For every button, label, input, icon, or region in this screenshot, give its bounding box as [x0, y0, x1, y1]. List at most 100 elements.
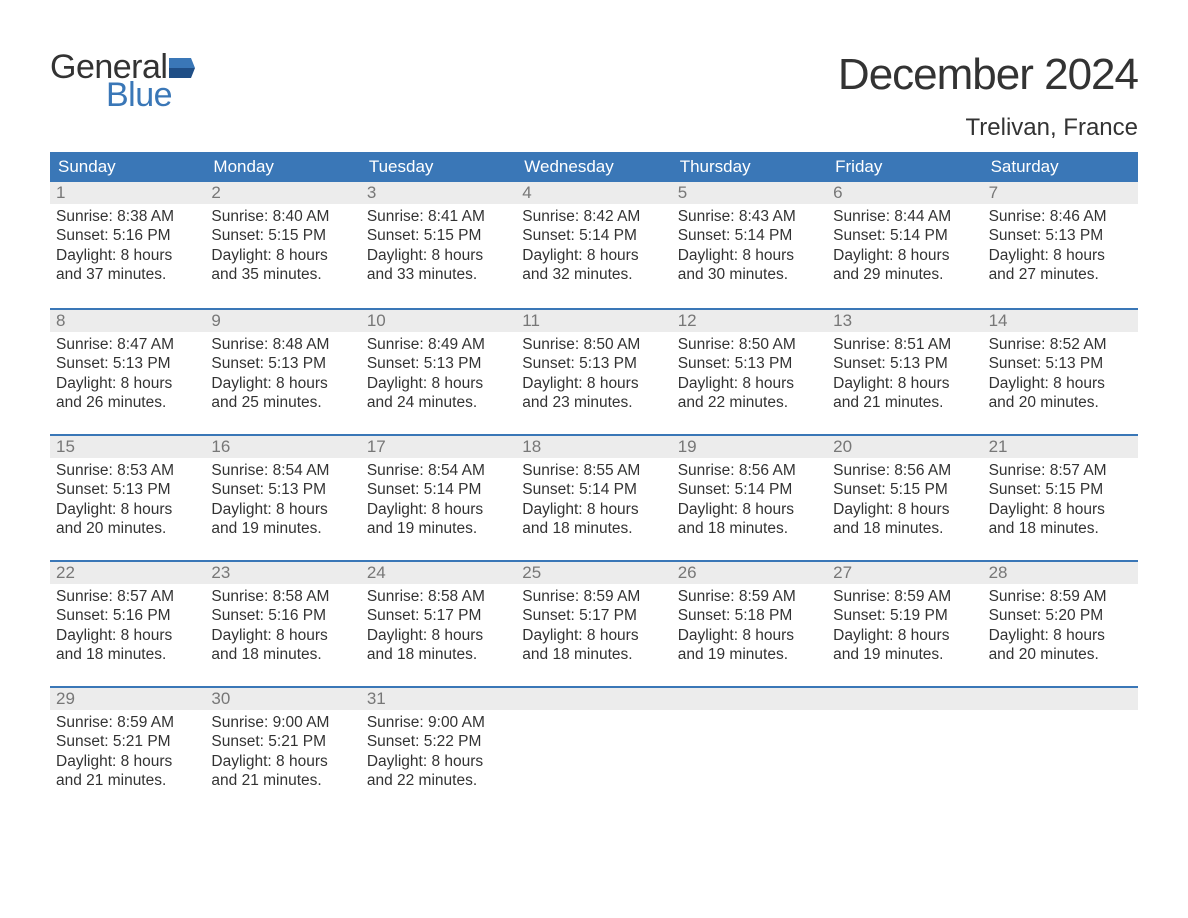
sunset-line: Sunset: 5:14 PM: [833, 226, 976, 245]
daylight-line-2: and 26 minutes.: [56, 393, 199, 412]
sunset-line: Sunset: 5:13 PM: [989, 226, 1132, 245]
day-cell: 4Sunrise: 8:42 AMSunset: 5:14 PMDaylight…: [516, 182, 671, 308]
sunrise-line: Sunrise: 8:59 AM: [989, 587, 1132, 606]
sunrise-line: Sunrise: 8:58 AM: [211, 587, 354, 606]
daylight-line-1: Daylight: 8 hours: [678, 374, 821, 393]
sunset-line: Sunset: 5:17 PM: [522, 606, 665, 625]
sunrise-line: Sunrise: 8:46 AM: [989, 207, 1132, 226]
day-number: 29: [50, 688, 205, 710]
logo: General Blue: [50, 50, 195, 112]
day-body: Sunrise: 8:57 AMSunset: 5:15 PMDaylight:…: [983, 458, 1138, 545]
day-number: 26: [672, 562, 827, 584]
daylight-line-2: and 21 minutes.: [56, 771, 199, 790]
day-cell: 19Sunrise: 8:56 AMSunset: 5:14 PMDayligh…: [672, 436, 827, 560]
day-cell: 13Sunrise: 8:51 AMSunset: 5:13 PMDayligh…: [827, 310, 982, 434]
day-body: Sunrise: 8:59 AMSunset: 5:18 PMDaylight:…: [672, 584, 827, 671]
sunset-line: Sunset: 5:18 PM: [678, 606, 821, 625]
day-body: Sunrise: 8:53 AMSunset: 5:13 PMDaylight:…: [50, 458, 205, 545]
day-number: 3: [361, 182, 516, 204]
day-cell: 12Sunrise: 8:50 AMSunset: 5:13 PMDayligh…: [672, 310, 827, 434]
daylight-line-1: Daylight: 8 hours: [56, 752, 199, 771]
sunrise-line: Sunrise: 8:57 AM: [989, 461, 1132, 480]
daylight-line-2: and 18 minutes.: [367, 645, 510, 664]
sunrise-line: Sunrise: 8:49 AM: [367, 335, 510, 354]
daylight-line-1: Daylight: 8 hours: [989, 246, 1132, 265]
sunset-line: Sunset: 5:15 PM: [211, 226, 354, 245]
day-body: Sunrise: 8:50 AMSunset: 5:13 PMDaylight:…: [516, 332, 671, 419]
title-block: December 2024 Trelivan, France: [838, 50, 1138, 142]
day-number: 15: [50, 436, 205, 458]
day-number: 23: [205, 562, 360, 584]
day-cell: 17Sunrise: 8:54 AMSunset: 5:14 PMDayligh…: [361, 436, 516, 560]
day-number: 17: [361, 436, 516, 458]
week-row: 8Sunrise: 8:47 AMSunset: 5:13 PMDaylight…: [50, 308, 1138, 434]
day-cell: 5Sunrise: 8:43 AMSunset: 5:14 PMDaylight…: [672, 182, 827, 308]
sunrise-line: Sunrise: 8:57 AM: [56, 587, 199, 606]
daylight-line-2: and 37 minutes.: [56, 265, 199, 284]
daylight-line-1: Daylight: 8 hours: [211, 752, 354, 771]
sunrise-line: Sunrise: 8:58 AM: [367, 587, 510, 606]
day-number: 4: [516, 182, 671, 204]
day-cell: 29Sunrise: 8:59 AMSunset: 5:21 PMDayligh…: [50, 688, 205, 812]
day-number: 8: [50, 310, 205, 332]
daylight-line-2: and 32 minutes.: [522, 265, 665, 284]
day-number: 11: [516, 310, 671, 332]
daylight-line-1: Daylight: 8 hours: [989, 374, 1132, 393]
daylight-line-2: and 33 minutes.: [367, 265, 510, 284]
day-cell: 18Sunrise: 8:55 AMSunset: 5:14 PMDayligh…: [516, 436, 671, 560]
sunrise-line: Sunrise: 8:54 AM: [367, 461, 510, 480]
day-cell: [827, 688, 982, 812]
sunset-line: Sunset: 5:13 PM: [522, 354, 665, 373]
daylight-line-2: and 18 minutes.: [56, 645, 199, 664]
day-body: Sunrise: 8:44 AMSunset: 5:14 PMDaylight:…: [827, 204, 982, 291]
daylight-line-1: Daylight: 8 hours: [678, 500, 821, 519]
daylight-line-2: and 18 minutes.: [678, 519, 821, 538]
daylight-line-2: and 19 minutes.: [833, 645, 976, 664]
day-number: 18: [516, 436, 671, 458]
daylight-line-2: and 20 minutes.: [56, 519, 199, 538]
day-body: Sunrise: 8:43 AMSunset: 5:14 PMDaylight:…: [672, 204, 827, 291]
day-number-empty: [672, 688, 827, 710]
daylight-line-1: Daylight: 8 hours: [522, 374, 665, 393]
daylight-line-1: Daylight: 8 hours: [678, 246, 821, 265]
daylight-line-2: and 19 minutes.: [367, 519, 510, 538]
daylight-line-2: and 19 minutes.: [211, 519, 354, 538]
sunrise-line: Sunrise: 9:00 AM: [367, 713, 510, 732]
day-cell: 24Sunrise: 8:58 AMSunset: 5:17 PMDayligh…: [361, 562, 516, 686]
sunset-line: Sunset: 5:20 PM: [989, 606, 1132, 625]
day-cell: 6Sunrise: 8:44 AMSunset: 5:14 PMDaylight…: [827, 182, 982, 308]
sunrise-line: Sunrise: 8:56 AM: [678, 461, 821, 480]
sunset-line: Sunset: 5:15 PM: [833, 480, 976, 499]
sunset-line: Sunset: 5:17 PM: [367, 606, 510, 625]
daylight-line-2: and 20 minutes.: [989, 645, 1132, 664]
day-body: Sunrise: 8:50 AMSunset: 5:13 PMDaylight:…: [672, 332, 827, 419]
daylight-line-1: Daylight: 8 hours: [56, 626, 199, 645]
sunset-line: Sunset: 5:16 PM: [211, 606, 354, 625]
daylight-line-2: and 35 minutes.: [211, 265, 354, 284]
day-cell: 28Sunrise: 8:59 AMSunset: 5:20 PMDayligh…: [983, 562, 1138, 686]
sunset-line: Sunset: 5:21 PM: [56, 732, 199, 751]
daylight-line-1: Daylight: 8 hours: [678, 626, 821, 645]
weekday-header: Sunday: [50, 152, 205, 182]
daylight-line-1: Daylight: 8 hours: [211, 246, 354, 265]
day-body: Sunrise: 9:00 AMSunset: 5:22 PMDaylight:…: [361, 710, 516, 797]
sunrise-line: Sunrise: 8:40 AM: [211, 207, 354, 226]
daylight-line-1: Daylight: 8 hours: [56, 500, 199, 519]
daylight-line-1: Daylight: 8 hours: [211, 626, 354, 645]
weekday-header: Tuesday: [361, 152, 516, 182]
sunset-line: Sunset: 5:21 PM: [211, 732, 354, 751]
sunset-line: Sunset: 5:13 PM: [678, 354, 821, 373]
day-body: Sunrise: 8:41 AMSunset: 5:15 PMDaylight:…: [361, 204, 516, 291]
daylight-line-1: Daylight: 8 hours: [522, 500, 665, 519]
daylight-line-1: Daylight: 8 hours: [833, 374, 976, 393]
calendar: SundayMondayTuesdayWednesdayThursdayFrid…: [50, 152, 1138, 812]
day-cell: 31Sunrise: 9:00 AMSunset: 5:22 PMDayligh…: [361, 688, 516, 812]
daylight-line-2: and 21 minutes.: [833, 393, 976, 412]
day-number-empty: [983, 688, 1138, 710]
day-cell: 16Sunrise: 8:54 AMSunset: 5:13 PMDayligh…: [205, 436, 360, 560]
sunset-line: Sunset: 5:14 PM: [367, 480, 510, 499]
day-cell: 3Sunrise: 8:41 AMSunset: 5:15 PMDaylight…: [361, 182, 516, 308]
day-number: 12: [672, 310, 827, 332]
daylight-line-1: Daylight: 8 hours: [211, 374, 354, 393]
day-number: 30: [205, 688, 360, 710]
